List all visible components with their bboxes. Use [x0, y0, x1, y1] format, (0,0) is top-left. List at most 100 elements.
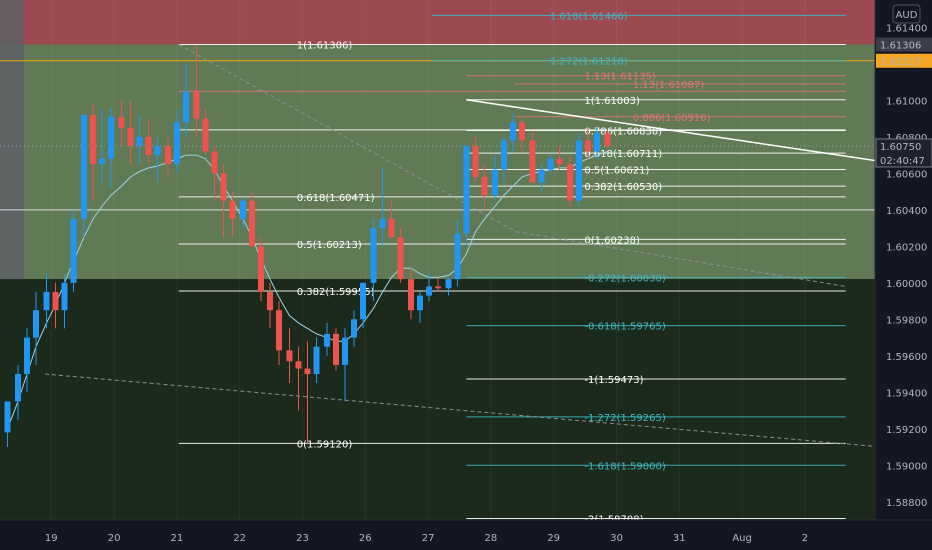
candle-body — [408, 279, 414, 311]
fib-level-label: -1.618(1.59000) — [584, 461, 665, 472]
candle-body — [556, 158, 563, 165]
candles-layer — [4, 45, 611, 448]
red-zone — [0, 0, 875, 45]
fib-level-label: -0.272(1.60030) — [584, 273, 665, 284]
countdown-label: 02:40:47 — [880, 156, 925, 167]
candle-body — [33, 310, 39, 338]
fib-level-label: 0.382(1.60530) — [584, 182, 662, 193]
candle-body — [108, 116, 114, 159]
time-tick-label: 29 — [547, 533, 560, 544]
candle-body — [165, 145, 171, 165]
candle-body — [99, 158, 105, 165]
candle-body — [43, 291, 50, 311]
price-tick-label: 1.60400 — [886, 206, 927, 217]
candle-body — [127, 127, 134, 146]
candle-body — [52, 291, 59, 311]
price-tick-label: 1.60800 — [886, 133, 927, 144]
candle-body — [379, 218, 386, 229]
time-tick-label: 20 — [108, 533, 121, 544]
candle-body — [492, 169, 498, 196]
moving-average-line — [7, 150, 608, 429]
candle-body — [276, 310, 282, 351]
time-tick-label: 22 — [233, 533, 246, 544]
candle-body — [501, 140, 507, 170]
fib-level-label: 0.886(1.60910) — [633, 113, 711, 124]
candle-body — [481, 176, 488, 196]
time-axis[interactable]: 19 20 21 22 23 26 27 28 29 30 31 Aug 2 — [0, 519, 932, 550]
time-tick-label: Aug — [732, 533, 752, 544]
fib-level-label: -1(1.59473) — [584, 375, 643, 386]
trend-lines-layer — [44, 44, 925, 452]
candle-body — [229, 200, 236, 219]
price-label-box — [875, 138, 932, 168]
fib-level-label: 1(1.61003) — [584, 96, 640, 107]
time-tick-label: 23 — [296, 533, 309, 544]
candle-body — [519, 122, 525, 141]
fib-level-label: 0.786(1.60838) — [584, 126, 662, 137]
candle-body — [211, 151, 218, 174]
candle-body — [193, 91, 200, 119]
price-label-box — [876, 53, 932, 68]
candle-body — [220, 173, 227, 201]
fibonacci-layer: 1(1.61306) 0.618(1.60471) 0.5(1.60213) 0.38… — [178, 11, 846, 526]
candle-body — [445, 279, 452, 289]
price-tick-label: 1.59000 — [886, 461, 927, 472]
candle-body — [435, 286, 441, 289]
candle-body — [388, 218, 395, 238]
price-tick-label: 1.61000 — [886, 96, 927, 107]
fib-level-label: 0(1.60238) — [584, 235, 640, 246]
fib-level-label: 0(1.59120) — [297, 439, 353, 450]
fib-level-label: 1(1.61306) — [297, 41, 353, 52]
time-tick-label: 19 — [45, 533, 58, 544]
price-tick-label: 1.61400 — [886, 23, 927, 34]
fib-level-label: 0.618(1.60711) — [584, 149, 662, 160]
fib-level-label: 0.5(1.60621) — [584, 166, 649, 177]
time-tick-label: 28 — [485, 533, 498, 544]
candle-body — [333, 333, 339, 365]
grid-layer — [50, 0, 806, 520]
fib-level-label: 1.272(1.61218) — [550, 57, 628, 68]
candle-body — [510, 122, 516, 141]
fib-level-label: 0.5(1.60213) — [297, 240, 362, 251]
candle-body — [351, 319, 357, 338]
candle-body — [576, 140, 582, 201]
candle-body — [342, 337, 348, 365]
candle-body — [360, 282, 366, 320]
fib-level-label: 0.618(1.60471) — [297, 193, 375, 204]
candle-body — [15, 374, 21, 402]
fib-level-label: -0.618(1.59765) — [584, 322, 665, 333]
time-tick-label: 26 — [359, 533, 372, 544]
candle-body — [118, 116, 125, 128]
candle-body — [567, 164, 573, 201]
candle-body — [154, 145, 161, 156]
price-tick-label: 1.59400 — [886, 388, 927, 399]
candle-body — [370, 228, 377, 283]
candle-body — [4, 401, 11, 433]
price-tick-label: 1.60600 — [886, 169, 927, 180]
fib-level-label: 1.13(1.61087) — [633, 80, 705, 91]
price-tick-label: 1.60200 — [886, 242, 927, 253]
candle-body — [286, 350, 293, 362]
candle-body — [295, 361, 302, 369]
candle-body — [90, 114, 96, 165]
grey-zone — [0, 44, 24, 280]
currency-label: AUD — [896, 10, 918, 21]
price-tick-label: 1.59800 — [886, 315, 927, 326]
candle-body — [145, 136, 152, 156]
currency-badge[interactable]: AUD — [892, 4, 921, 24]
trend-line — [44, 373, 925, 452]
time-tick-label: 31 — [673, 533, 686, 544]
candle-body — [547, 158, 554, 170]
candle-body — [397, 237, 404, 280]
price-label-value: 1.60750 — [880, 142, 921, 153]
candle-body — [538, 169, 545, 183]
candle-body — [304, 368, 311, 375]
price-label-value: 1.61217 — [880, 57, 921, 68]
price-axis[interactable]: 1.61400 1.61000 1.60800 1.60600 1.60400 1.602… — [874, 0, 932, 550]
candle-body — [454, 233, 461, 280]
candle-body — [426, 286, 432, 296]
candle-body — [240, 200, 246, 219]
price-label-value: 1.61306 — [880, 41, 921, 52]
